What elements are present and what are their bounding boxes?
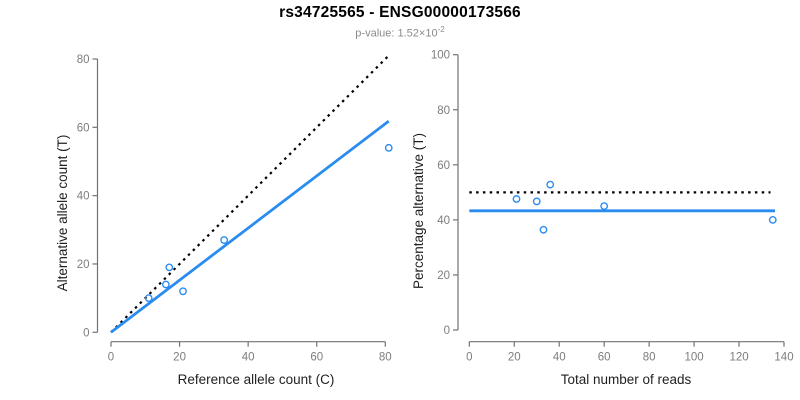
data-point xyxy=(532,197,541,206)
x-tick-label: 60 xyxy=(310,352,323,364)
x-axis-title: Total number of reads xyxy=(561,372,692,387)
data-point xyxy=(768,215,777,224)
data-point xyxy=(600,202,609,211)
x-tick-label: 140 xyxy=(774,352,793,364)
pvalue-exponent: -2 xyxy=(437,25,445,34)
percentage-vs-coverage-plot: 0 20 40 60 80 100 120 140 0 20 40 60 80 100 Total numb… xyxy=(411,50,794,387)
y-tick-label: 40 xyxy=(437,215,450,227)
x-tick-label: 20 xyxy=(508,352,521,364)
x-tick-label: 0 xyxy=(466,352,472,364)
data-point xyxy=(539,225,548,234)
data-point xyxy=(220,236,229,244)
x-tick-label: 80 xyxy=(379,352,392,364)
data-point xyxy=(165,263,174,272)
y-tick-label: 20 xyxy=(437,270,450,282)
y-tick-label: 40 xyxy=(77,191,90,203)
y-tick-label: 0 xyxy=(444,325,450,337)
y-tick-label: 100 xyxy=(431,50,450,62)
x-axis-title: Reference allele count (C) xyxy=(178,372,335,387)
y-tick-label: 60 xyxy=(437,160,450,172)
x-tick-label: 40 xyxy=(242,352,255,364)
y-tick-label: 80 xyxy=(437,105,450,117)
x-tick-label: 40 xyxy=(553,352,566,364)
y-tick-label: 80 xyxy=(77,54,90,66)
x-tick-label: 0 xyxy=(108,352,114,364)
y-tick-label: 20 xyxy=(77,259,90,271)
data-point xyxy=(546,180,555,189)
chart-header: rs34725565 - ENSG00000173566 p-value: 1.… xyxy=(0,4,800,40)
identity-line xyxy=(110,55,389,334)
y-axis-title: Alternative allele count (T) xyxy=(55,135,70,292)
x-tick-label: 100 xyxy=(684,352,703,364)
x-tick-label: 120 xyxy=(729,352,748,364)
y-tick-label: 60 xyxy=(77,122,90,134)
x-tick-label: 80 xyxy=(643,352,656,364)
y-tick-label: 0 xyxy=(83,327,89,339)
data-point xyxy=(179,287,187,296)
x-tick-label: 60 xyxy=(598,352,611,364)
pvalue-subtitle: p-value: 1.52×10-2 xyxy=(0,25,800,40)
fit-line xyxy=(110,120,390,334)
data-point xyxy=(512,195,521,203)
chart-title: rs34725565 - ENSG00000173566 xyxy=(279,4,521,21)
data-point xyxy=(144,294,153,303)
x-tick-label: 20 xyxy=(173,352,186,364)
y-axis-title: Percentage alternative (T) xyxy=(411,133,426,289)
data-point xyxy=(161,280,170,289)
allele-counts-plot: 0 20 40 60 80 0 20 40 60 80 Reference allele count… xyxy=(55,54,393,387)
pvalue-text: p-value: 1.52×10 xyxy=(355,27,438,40)
data-point xyxy=(384,143,393,152)
